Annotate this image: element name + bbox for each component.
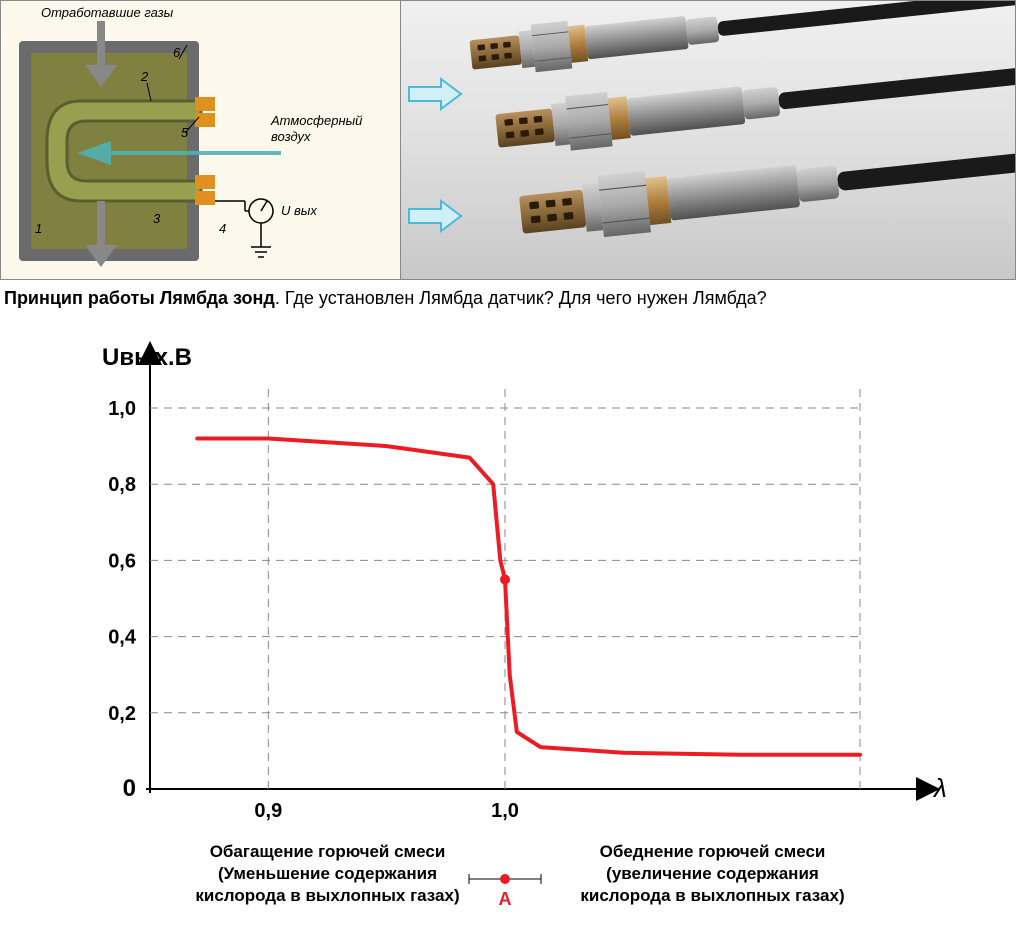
svg-text:Обагащение горючей смеси: Обагащение горючей смеси	[210, 842, 446, 861]
svg-text:0,4: 0,4	[108, 627, 137, 649]
svg-text:Uвых.В: Uвых.В	[102, 344, 192, 371]
svg-text:1,0: 1,0	[491, 800, 519, 822]
svg-text:0,9: 0,9	[254, 800, 282, 822]
sensor-photo	[401, 1, 1015, 279]
cross-section-svg: Отработавшие газы Атмосферныйвоздух U вых 1…	[1, 1, 401, 279]
chart-svg: Uвых.В λ 0 0,2 0,4 0,6 0,8 1,0 0,9 1,0 Обагащение …	[0, 329, 1016, 919]
svg-text:λ: λ	[932, 773, 947, 803]
svg-text:Атмосферный: Атмосферный	[270, 113, 362, 128]
svg-text:0,2: 0,2	[108, 703, 136, 725]
svg-text:Отработавшие газы: Отработавшие газы	[41, 5, 174, 20]
sensor-photo-svg	[401, 1, 1015, 279]
svg-text:0: 0	[123, 775, 136, 802]
svg-text:Обеднение горючей смеси: Обеднение горючей смеси	[600, 842, 826, 861]
svg-text:кислорода в выхлопных газах): кислорода в выхлопных газах)	[580, 886, 844, 905]
top-row: Отработавшие газы Атмосферныйвоздух U вых 1…	[0, 0, 1016, 280]
svg-text:кислорода в выхлопных газах): кислорода в выхлопных газах)	[195, 886, 459, 905]
svg-text:1: 1	[35, 221, 42, 236]
caption-bold: Принцип работы Лямбда зонд	[4, 288, 275, 308]
svg-text:2: 2	[140, 69, 149, 84]
cross-section-diagram: Отработавшие газы Атмосферныйвоздух U вых 1…	[1, 1, 401, 279]
lambda-chart: Uвых.В λ 0 0,2 0,4 0,6 0,8 1,0 0,9 1,0 Обагащение …	[0, 329, 1016, 919]
caption-rest: . Где установлен Лямбда датчик? Для чего…	[275, 288, 767, 308]
caption-text: Принцип работы Лямбда зонд. Где установл…	[0, 280, 1016, 317]
svg-text:3: 3	[153, 211, 161, 226]
svg-text:воздух: воздух	[271, 129, 311, 144]
svg-text:1,0: 1,0	[108, 398, 136, 420]
svg-text:0,6: 0,6	[108, 550, 136, 572]
svg-text:(увеличение содержания: (увеличение содержания	[606, 864, 819, 883]
svg-text:4: 4	[219, 221, 226, 236]
svg-text:0,8: 0,8	[108, 474, 136, 496]
svg-text:A: A	[499, 889, 512, 909]
svg-text:(Уменьшение содержания: (Уменьшение содержания	[218, 864, 437, 883]
svg-text:U вых: U вых	[281, 203, 317, 218]
